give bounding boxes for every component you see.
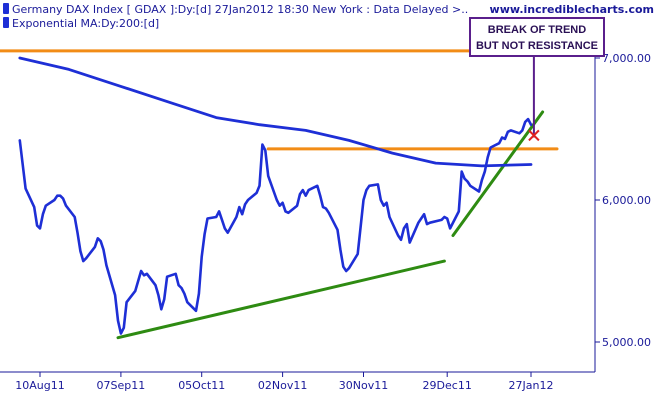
y-tick-label-1: 5,000.00 — [602, 336, 651, 349]
y-axis-ticks: 5,000.00 6,000.00 7,000.00 — [595, 52, 651, 349]
trendline-line-3 — [116, 259, 446, 340]
x-tick-label-3: 05Oct11 — [178, 379, 225, 392]
ema-200-line — [18, 56, 533, 168]
x-tick-label-7: 27Jan12 — [509, 379, 554, 392]
x-tick-label-4: 02Nov11 — [258, 379, 307, 392]
trendline-line-4 — [451, 110, 545, 237]
y-tick-label-3: 7,000.00 — [602, 52, 651, 65]
annotation-line-2: BUT NOT RESISTANCE — [476, 40, 598, 52]
x-axis-ticks: 10Aug11 07Sep11 05Oct11 02Nov11 30Nov11 29Dec… — [15, 372, 553, 392]
x-tick-label-5: 30Nov11 — [339, 379, 388, 392]
drawn-lines — [0, 49, 597, 340]
dax-price-line — [18, 117, 533, 335]
annotation-line-1: BREAK OF TREND — [488, 24, 586, 36]
y-tick-label-2: 6,000.00 — [602, 194, 651, 207]
price-series — [18, 56, 533, 335]
annotation-callout: BREAK OF TREND BUT NOT RESISTANCE — [469, 17, 605, 138]
annotation-box — [469, 17, 605, 57]
x-tick-label-6: 29Dec11 — [423, 379, 472, 392]
legend-label-dax: Germany DAX Index [ GDAX ]:Dy:[d] 27Jan2… — [12, 3, 468, 16]
legend-swatch-ma — [3, 17, 9, 28]
site-link[interactable]: www.incrediblecharts.com — [490, 3, 654, 16]
break-marker-stroke-2 — [528, 129, 540, 142]
x-tick-label-2: 07Sep11 — [97, 379, 146, 392]
legend-swatch-dax — [3, 3, 9, 14]
x-tick-label-1: 10Aug11 — [15, 379, 64, 392]
legend-label-ma: Exponential MA:Dy:200:[d] — [12, 17, 159, 30]
break-marker — [528, 129, 540, 142]
legend: Germany DAX Index [ GDAX ]:Dy:[d] 27Jan2… — [3, 3, 468, 30]
